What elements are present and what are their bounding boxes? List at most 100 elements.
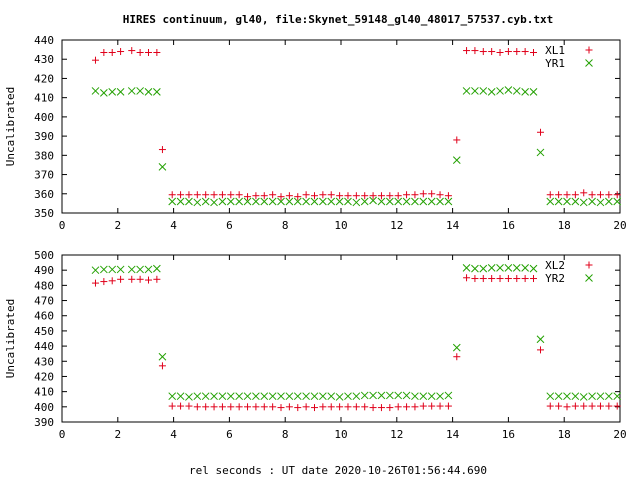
data-point [462, 264, 471, 272]
data-point [360, 197, 369, 206]
data-point [302, 191, 310, 199]
data-point [153, 48, 161, 56]
data-point [91, 266, 100, 275]
data-point [530, 275, 538, 283]
data-point [419, 402, 427, 410]
x-axis-label: rel seconds : UT date 2020-10-26T01:56:4… [189, 464, 487, 477]
data-point [201, 392, 210, 401]
data-point [488, 275, 496, 283]
data-point [176, 197, 185, 206]
data-point [193, 198, 202, 207]
data-point [293, 392, 302, 401]
data-point [319, 197, 327, 206]
data-point [385, 197, 394, 206]
data-point [193, 392, 202, 401]
data-point [394, 391, 403, 400]
data-point [285, 197, 294, 206]
y-tick-label: 400 [34, 111, 54, 124]
y-tick-label: 440 [34, 34, 54, 47]
data-point [580, 402, 588, 410]
data-point [571, 197, 580, 206]
data-point [277, 197, 285, 206]
data-point [352, 198, 361, 207]
data-point [210, 191, 218, 199]
data-point [127, 87, 136, 95]
data-point [100, 278, 108, 286]
data-point [158, 362, 166, 370]
data-point [555, 191, 563, 199]
data-point [596, 198, 605, 207]
data-point [285, 392, 294, 401]
y-tick-label: 490 [34, 264, 54, 277]
data-point [327, 191, 335, 199]
data-point [504, 275, 512, 283]
data-point [385, 391, 394, 400]
y-tick-label: 470 [34, 295, 54, 308]
data-point [463, 47, 471, 55]
data-point [127, 265, 136, 274]
data-point [436, 402, 444, 410]
y-tick-label: 480 [34, 279, 54, 292]
data-point [218, 403, 226, 411]
data-point [546, 392, 555, 401]
data-point [177, 191, 185, 199]
data-point [419, 190, 427, 198]
y-tick-label: 400 [34, 401, 54, 414]
data-point [488, 48, 496, 56]
data-point [444, 192, 452, 200]
x-tick-label: 10 [334, 219, 347, 232]
legend-marker [585, 274, 593, 282]
data-point [310, 392, 319, 401]
data-point [193, 191, 201, 199]
data-point [117, 48, 125, 56]
data-point [369, 192, 377, 200]
x-tick-label: 20 [613, 219, 626, 232]
data-point [352, 392, 361, 401]
legend-label: YR1 [545, 57, 565, 70]
y-tick-label: 450 [34, 325, 54, 338]
data-point [168, 402, 176, 410]
data-point [128, 47, 136, 55]
data-point [613, 392, 622, 401]
data-point [260, 197, 269, 206]
data-point [144, 265, 153, 274]
data-point [471, 275, 479, 283]
data-point [563, 403, 571, 411]
legend-label: YR2 [545, 272, 565, 285]
data-point [116, 88, 125, 96]
data-point [136, 265, 144, 274]
data-point [453, 353, 461, 361]
data-point [428, 190, 436, 198]
data-point [419, 392, 428, 401]
series-YR1 [91, 86, 622, 207]
data-point [521, 264, 529, 272]
y-tick-label: 410 [34, 92, 54, 105]
y-tick-label: 390 [34, 416, 54, 429]
data-point [218, 392, 227, 401]
data-point [386, 404, 394, 412]
data-point [496, 275, 504, 283]
x-tick-label: 14 [446, 428, 460, 441]
data-point [563, 191, 571, 199]
data-point [99, 89, 108, 97]
x-tick-label: 18 [558, 428, 571, 441]
data-point [536, 148, 545, 157]
data-point [386, 192, 394, 200]
data-point [243, 197, 252, 206]
data-point [536, 346, 544, 354]
data-point [596, 392, 605, 401]
data-point [168, 191, 176, 199]
data-point [144, 88, 153, 96]
data-point [244, 403, 252, 411]
data-point [319, 191, 327, 199]
data-point [344, 403, 352, 411]
data-point [327, 403, 335, 411]
data-point [277, 392, 285, 401]
data-point [235, 392, 244, 401]
data-point [521, 275, 529, 283]
data-point [555, 402, 563, 410]
data-point [294, 404, 302, 412]
data-point [613, 197, 622, 206]
data-point [403, 403, 411, 411]
